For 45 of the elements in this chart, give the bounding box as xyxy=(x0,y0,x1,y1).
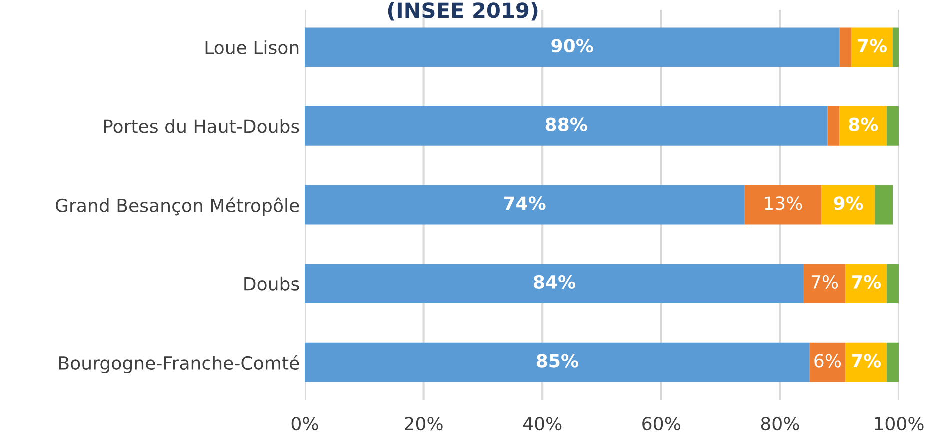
data-label: 74% xyxy=(504,196,546,210)
data-label: 6% xyxy=(814,354,842,368)
x-tick-label: 20% xyxy=(405,416,443,431)
bar xyxy=(810,342,846,382)
x-tick-label: 40% xyxy=(523,416,562,431)
bar xyxy=(804,264,846,304)
bar xyxy=(840,106,888,146)
bar xyxy=(887,264,899,304)
data-label: 7% xyxy=(852,354,882,368)
bar xyxy=(840,28,852,68)
y-tick-label: Portes du Haut-Doubs xyxy=(104,119,300,134)
bar xyxy=(828,106,840,146)
chart-title: (INSEE 2019) xyxy=(388,2,538,21)
data-label: 7% xyxy=(812,275,838,290)
data-label: 9% xyxy=(834,196,864,210)
bar xyxy=(851,28,894,68)
x-tick-label: 80% xyxy=(761,416,800,431)
data-label: 88% xyxy=(546,118,588,132)
y-tick-label: Loue Lison xyxy=(206,40,299,55)
bar xyxy=(305,342,810,382)
y-tick-label: Grand Besançon Métropôle xyxy=(56,198,300,216)
x-tick-label: 0% xyxy=(292,416,318,431)
data-label: 7% xyxy=(852,275,882,290)
bar xyxy=(305,264,804,304)
data-label: 7% xyxy=(858,39,888,53)
bar xyxy=(887,342,899,382)
bar xyxy=(846,264,888,304)
bar xyxy=(893,28,899,68)
bar xyxy=(305,28,840,68)
bar xyxy=(822,185,876,225)
bar xyxy=(744,185,822,225)
bar xyxy=(305,106,828,146)
x-tick-label: 100% xyxy=(875,416,924,431)
data-label: 85% xyxy=(536,354,578,368)
bar xyxy=(887,106,899,146)
data-label: 84% xyxy=(534,275,576,290)
bar xyxy=(846,342,888,382)
bar xyxy=(875,185,894,225)
y-tick-label: Doubs xyxy=(244,276,300,291)
data-label: 13% xyxy=(765,196,802,210)
y-tick-label: Bourgogne-Franche-Comté xyxy=(59,355,300,374)
bar xyxy=(305,185,745,225)
data-label: 90% xyxy=(552,39,594,53)
x-tick-label: 60% xyxy=(642,416,680,431)
data-label: 8% xyxy=(849,118,878,132)
